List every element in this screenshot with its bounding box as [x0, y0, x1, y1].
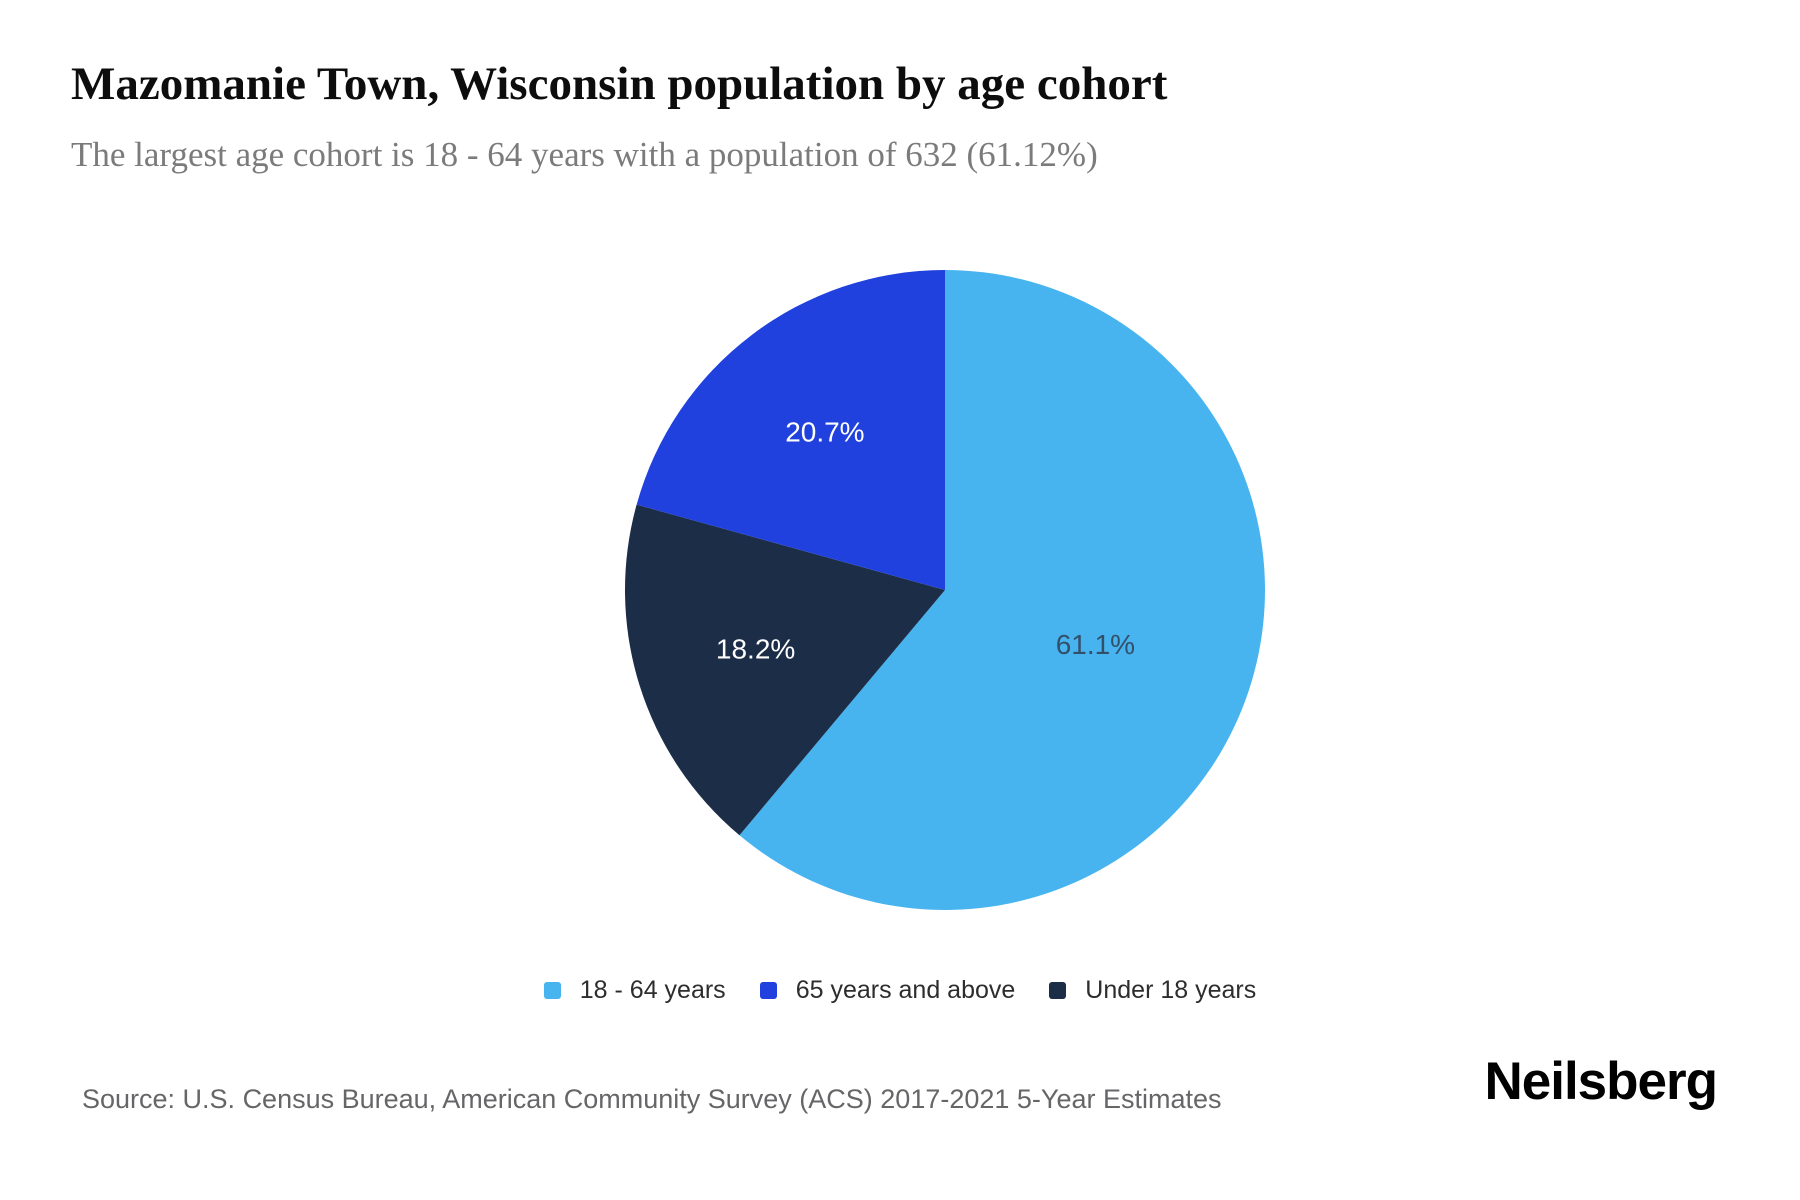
legend-item-18-64-years[interactable]: 18 - 64 years: [543, 976, 726, 1005]
pie-slice-18-64-years[interactable]: [739, 270, 1265, 910]
legend-label: 18 - 64 years: [579, 976, 726, 1004]
brand-logo: Neilsberg: [1484, 1052, 1718, 1111]
pie-slice-under-18-years[interactable]: [625, 504, 945, 836]
chart-subtitle: The largest age cohort is 18 - 64 years …: [71, 135, 1098, 174]
legend-label: Under 18 years: [1085, 976, 1257, 1004]
legend-item-65-years-and-above[interactable]: 65 years and above: [759, 976, 1016, 1005]
chart-title: Mazomanie Town, Wisconsin population by …: [71, 58, 1168, 110]
source-note: Source: U.S. Census Bureau, American Com…: [82, 1084, 1222, 1114]
legend-label: 65 years and above: [795, 976, 1016, 1004]
legend-swatch-icon: [1049, 982, 1067, 999]
legend-item-under-18-years[interactable]: Under 18 years: [1049, 976, 1256, 1005]
pie-slice-65-years-and-above[interactable]: [636, 270, 945, 590]
legend: 18 - 64 years 65 years and above Under 18 …: [0, 976, 1800, 1005]
legend-swatch-icon: [759, 982, 777, 999]
pie-slice-value-label: 18.2%: [716, 633, 795, 664]
pie-slice-value-label: 20.7%: [785, 417, 864, 448]
pie-slice-value-label: 61.1%: [1056, 629, 1135, 660]
legend-swatch-icon: [543, 982, 561, 999]
